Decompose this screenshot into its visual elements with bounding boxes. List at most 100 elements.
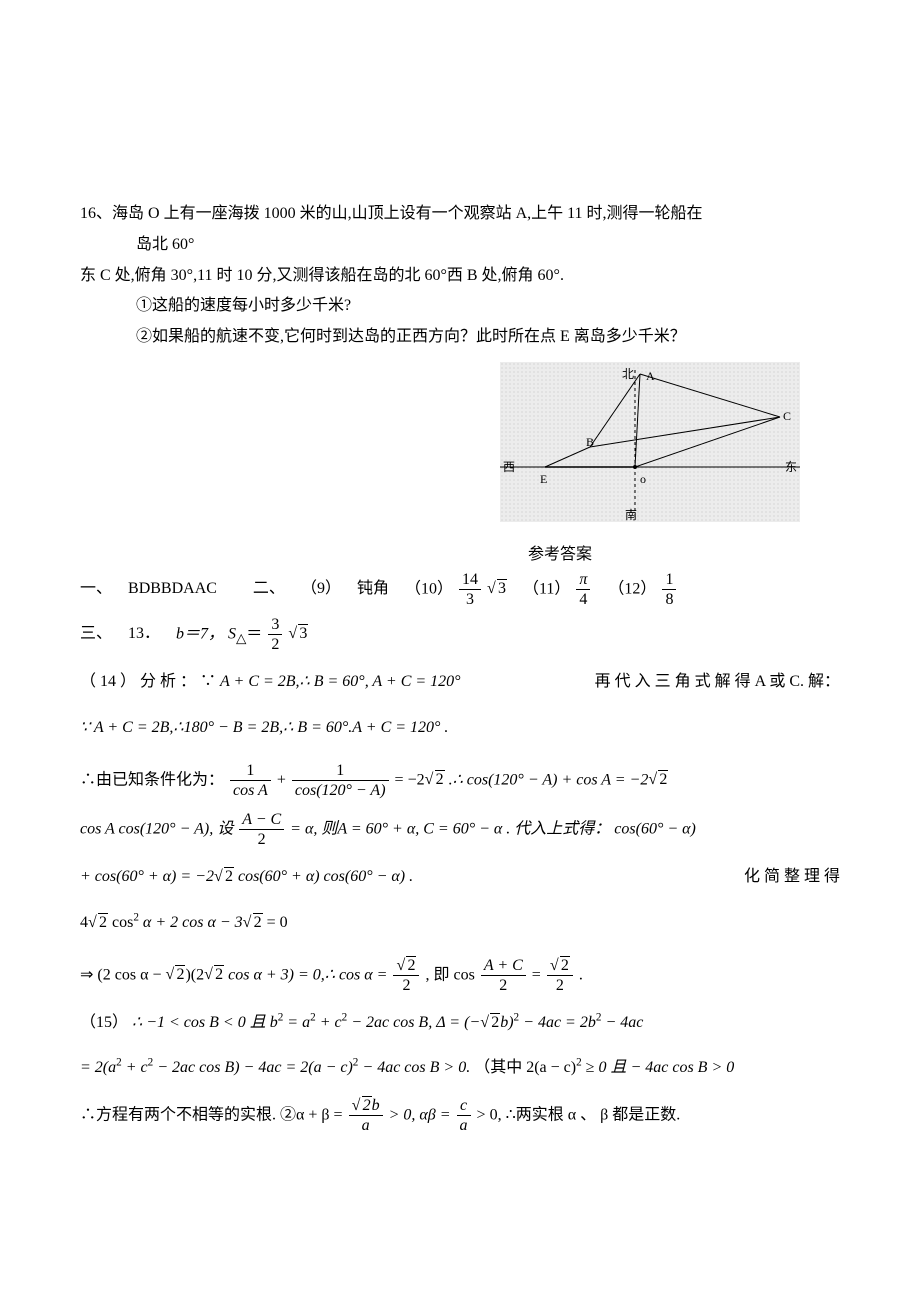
answers-row-1-2: 一、BDBBDAAC 二、（9）钝角 （10） 143 3 （11） π4 （1…: [80, 570, 840, 609]
p13-sqrt: 3: [288, 620, 308, 649]
p15-line3b: > 0, αβ =: [389, 1106, 455, 1123]
p15-sqrt-a: 2: [480, 1005, 500, 1040]
p14-line7e: =: [532, 966, 545, 983]
p13-tri: △: [236, 631, 246, 646]
p15-line1g: − 4ac: [601, 1014, 643, 1031]
p14-line6: 42 cos2 α + 2 cos α − 32 = 0: [80, 905, 840, 940]
p14-there: .∴ cos(120° − A) + cos A = −2: [449, 771, 649, 788]
p14-line5b: cos(60° + α) cos(60° − α) .: [234, 868, 413, 885]
document-page: 16、海岛 O 上有一座海拨 1000 米的山,山顶上设有一个观察站 A,上午 …: [0, 0, 920, 1225]
eq-icon: =: [395, 771, 408, 788]
p15-line1a: ∴ −1 < cos B < 0 且 b: [132, 1014, 278, 1031]
p15-line2c: − 2ac cos B) − 4ac = 2(a − c): [153, 1059, 353, 1076]
p14-line7: ⇒ (2 cos α − 2)(22 cos α + 3) = 0,∴ cos …: [80, 956, 840, 995]
p14-sqrt-a: 2: [425, 762, 445, 797]
a12-label: （12）: [608, 580, 656, 597]
p14-sqrt-e: 2: [243, 905, 263, 940]
p13-frac: 32: [268, 615, 282, 654]
p15-head: （15）: [80, 1014, 128, 1031]
p14-line4c: cos(60° − α): [614, 820, 696, 837]
problem-text-1b: 岛北 60°: [80, 231, 840, 260]
a10-frac: 143: [459, 570, 481, 609]
answers-title: 参考答案: [80, 541, 840, 570]
plus-icon: +: [277, 771, 290, 788]
p14-f3: A − C2: [239, 810, 284, 849]
p14-line6a: 4: [80, 914, 88, 931]
p14-f1: 1cos A: [230, 761, 271, 800]
label-east: 东: [785, 457, 797, 479]
p15-line2d: − 4ac cos B > 0.: [358, 1059, 470, 1076]
p13-S: S: [228, 625, 236, 642]
p14-line4a: cos A cos(120° − A), 设: [80, 820, 233, 837]
p14-rhs1: −2: [408, 771, 425, 788]
a9-label: （9）: [301, 575, 341, 604]
section1-label: 一、: [80, 575, 112, 604]
p14-f4b: 22: [547, 956, 573, 995]
label-A: A: [646, 366, 655, 388]
answers-row-3: 三、 13． b＝7， S△＝ 32 3: [80, 615, 840, 654]
diagram-container: 北 A C B 西 E o 东 南: [80, 362, 800, 533]
because-icon: ∵: [200, 673, 216, 690]
p14-line2: ∵ A + C = 2B,∴180° − B = 2B,∴ B = 60°.A …: [80, 710, 840, 745]
p13-label: 13．: [128, 620, 160, 649]
p15-line2a: = 2(a: [80, 1059, 116, 1076]
section3-label: 三、: [80, 620, 112, 649]
p14-f4: 22: [393, 956, 419, 995]
p15-line1f: − 4ac = 2b: [519, 1014, 596, 1031]
p14-line7d: , 即 cos: [425, 966, 474, 983]
problem-q1: ①这船的速度每小时多少千米?: [80, 292, 840, 321]
a11-label: （11）: [523, 580, 570, 597]
p14-sqrt-b: 2: [648, 762, 668, 797]
p14-line6b: cos: [108, 914, 133, 931]
p14-line6d: = 0: [263, 914, 288, 931]
problem-number: 16、: [80, 205, 112, 222]
p15-line3a: ∴方程有两个不相等的实根. ②α + β =: [80, 1106, 347, 1123]
p14-line5tail: 化 简 整 理 得: [744, 859, 840, 894]
p14-f2: 1cos(120° − A): [292, 761, 389, 800]
a10-sqrt: 3: [487, 575, 507, 604]
p15-line1e: b): [500, 1014, 513, 1031]
p15-line2: = 2(a2 + c2 − 2ac cos B) − 4ac = 2(a − c…: [80, 1050, 840, 1085]
p15-line1c: + c: [316, 1014, 342, 1031]
p15-line2tail: （其中 2(a − c): [474, 1059, 576, 1076]
p15-line3: ∴方程有两个不相等的实根. ②α + β = 2ba > 0, αβ = ca …: [80, 1096, 840, 1135]
compass-diagram: 北 A C B 西 E o 东 南: [500, 362, 800, 522]
p15-line1d: − 2ac cos B, Δ = (−: [347, 1014, 480, 1031]
p15-f6: 2ba: [349, 1096, 383, 1135]
p14-f5: A + C2: [481, 956, 526, 995]
p15-line1: （15） ∴ −1 < cos B < 0 且 b2 = a2 + c2 − 2…: [80, 1005, 840, 1040]
p13-a: b＝7，: [176, 625, 224, 642]
p14-line6c: α + 2 cos α − 3: [139, 914, 243, 931]
problem-text-1: 海岛 O 上有一座海拨 1000 米的山,山顶上设有一个观察站 A,上午 11 …: [112, 205, 703, 222]
p15-line1b: = a: [283, 1014, 310, 1031]
a10-label: （10）: [405, 580, 453, 597]
section2-label: 二、: [253, 575, 285, 604]
problem-q2: ②如果船的航速不变,它何时到达岛的正西方向？此时所在点 E 离岛多少千米？: [80, 323, 840, 352]
p14-sqrt-g: 2: [204, 957, 224, 992]
p14-line7c: cos α + 3) = 0,∴ cos α =: [224, 966, 391, 983]
p14-s1: A + C = 2B,∴ B = 60°, A + C = 120°: [220, 673, 461, 690]
label-C: C: [783, 406, 791, 428]
label-B: B: [586, 432, 594, 454]
p15-line3c: > 0, ∴两实根 α 、 β 都是正数.: [477, 1106, 681, 1123]
p14-sqrt-d: 2: [88, 905, 108, 940]
p14-sqrt-c: 2: [214, 859, 234, 894]
p14-line3: ∴由已知条件化为： 1cos A + 1cos(120° − A) = −22 …: [80, 761, 840, 800]
p14-line1: （ 14 ） 分 析 ： ∵ A + C = 2B,∴ B = 60°, A +…: [80, 664, 840, 699]
label-O: o: [640, 469, 646, 491]
p14-line4b: = α, 则A = 60° + α, C = 60° − α . 代入上式得：: [290, 820, 610, 837]
label-south: 南: [625, 505, 637, 527]
label-west: 西: [503, 457, 515, 479]
section1-letters: BDBBDAAC: [128, 575, 217, 604]
a12-frac: 18: [662, 570, 676, 609]
p14-line5a: + cos(60° + α) = −2: [80, 868, 214, 885]
p14-sqrt-f: 2: [165, 957, 185, 992]
p14-line4: cos A cos(120° − A), 设 A − C2 = α, 则A = …: [80, 810, 840, 849]
problem-text-2: 东 C 处,俯角 30°,11 时 10 分,又测得该船在岛的北 60°西 B …: [80, 262, 840, 291]
p14-line3a: ∴由已知条件化为：: [80, 771, 224, 788]
p15-line2tail2: ≥ 0 且 − 4ac cos B > 0: [582, 1059, 735, 1076]
p15-f7: ca: [457, 1096, 471, 1135]
p14-line7b: )(2: [185, 966, 204, 983]
p15-line2b: + c: [122, 1059, 148, 1076]
p14-head: （ 14 ） 分 析 ：: [80, 673, 196, 690]
